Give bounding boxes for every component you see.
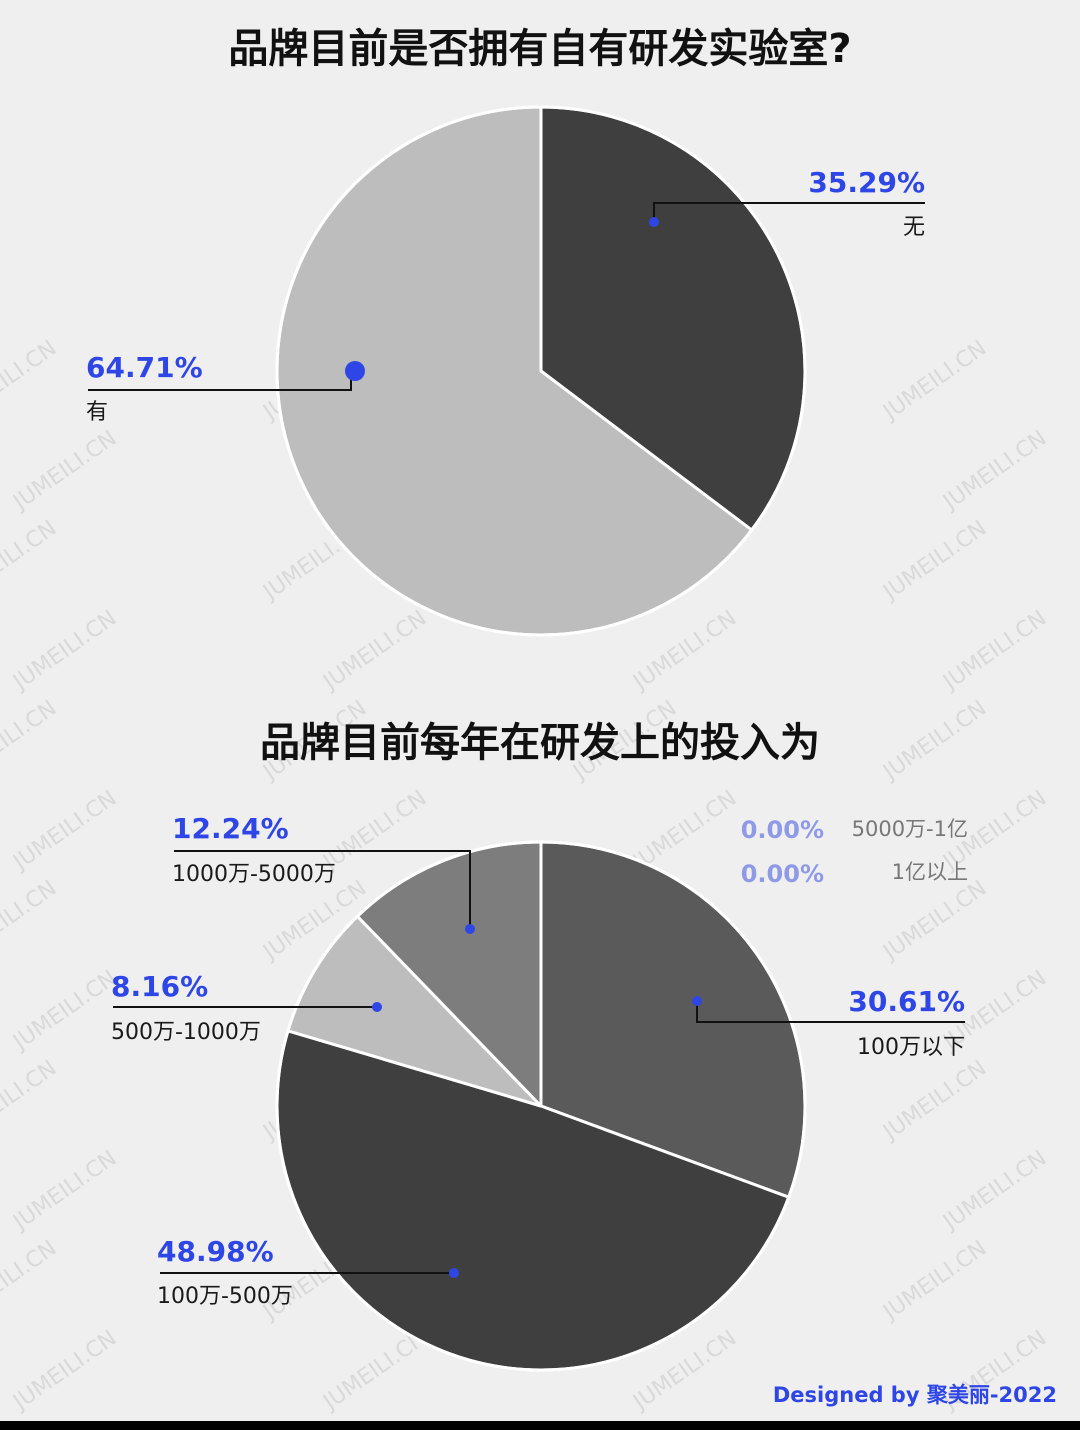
pct-label-under-1m: 30.61% [848, 985, 965, 1018]
callout-dot-5m-10m [372, 1002, 382, 1012]
watermark-text: JUMEILI.CN [627, 606, 741, 696]
watermark-text: JUMEILI.CN [0, 1056, 61, 1146]
watermark-text: JUMEILI.CN [877, 336, 991, 426]
cat-label-under-1m: 100万以下 [857, 1035, 965, 1060]
designer-credit: Designed by 聚美丽-2022 [773, 1383, 1057, 1407]
watermark-text: JUMEILI.CN [877, 696, 991, 786]
cat-label-50m-100m: 5000万-1亿 [852, 817, 968, 841]
callout-dot-you [345, 361, 365, 381]
cat-label-10m-50m: 1000万-5000万 [172, 862, 336, 887]
watermark-text: JUMEILI.CN [937, 426, 1051, 516]
watermark-text: JUMEILI.CN [0, 696, 61, 786]
pie-outline [275, 105, 807, 637]
pct-label-over-100m: 0.00% [741, 860, 824, 888]
cat-label-you: 有 [86, 400, 108, 425]
watermark-text: JUMEILI.CN [0, 516, 61, 606]
watermark-text: JUMEILI.CN [877, 1236, 991, 1326]
chart1-title: 品牌目前是否拥有自有研发实验室? [228, 26, 851, 72]
chart1-pie [275, 105, 807, 637]
watermark-text: JUMEILI.CN [877, 516, 991, 606]
watermark-text: JUMEILI.CN [0, 1236, 61, 1326]
pct-label-wu: 35.29% [808, 166, 925, 199]
callout-dot-1m-5m [449, 1268, 459, 1278]
callout-line-under-1m [696, 1001, 965, 1023]
watermark-text: JUMEILI.CN [7, 786, 121, 876]
pct-label-5m-10m: 8.16% [111, 970, 208, 1003]
watermark-text: JUMEILI.CN [877, 876, 991, 966]
chart2-title: 品牌目前每年在研发上的投入为 [260, 720, 820, 766]
pct-label-you: 64.71% [86, 351, 203, 384]
cat-label-over-100m: 1亿以上 [892, 860, 968, 884]
cat-label-wu: 无 [903, 215, 925, 240]
watermark-text: JUMEILI.CN [7, 606, 121, 696]
watermark-text: JUMEILI.CN [7, 1146, 121, 1236]
cat-label-5m-10m: 500万-1000万 [111, 1020, 261, 1045]
callout-line-wu [653, 202, 925, 222]
watermark-text: JUMEILI.CN [0, 336, 61, 426]
pct-label-50m-100m: 0.00% [741, 816, 824, 844]
pct-label-10m-50m: 12.24% [172, 812, 289, 845]
pct-label-1m-5m: 48.98% [157, 1235, 274, 1268]
chart2-pie [275, 840, 807, 1372]
callout-dot-10m-50m [465, 924, 475, 934]
cat-label-1m-5m: 100万-500万 [157, 1284, 293, 1309]
watermark-text: JUMEILI.CN [317, 1326, 431, 1416]
watermark-text: JUMEILI.CN [937, 1146, 1051, 1236]
watermark-text: JUMEILI.CN [7, 1326, 121, 1416]
chart1-callouts: 35.29% 无 64.71% 有 [86, 166, 925, 425]
watermark-text: JUMEILI.CN [0, 876, 61, 966]
chart2-callouts: 30.61% 100万以下 48.98% 100万-500万 8.16% 500… [111, 812, 968, 1309]
watermark-text: JUMEILI.CN [317, 606, 431, 696]
watermark-text: JUMEILI.CN [937, 606, 1051, 696]
callout-dot-wu [649, 217, 659, 227]
bottom-bar [0, 1421, 1080, 1430]
watermark-text: JUMEILI.CN [877, 1056, 991, 1146]
pie-outline [275, 840, 807, 1372]
callout-line-10m-50m [174, 850, 471, 929]
watermark-text: JUMEILI.CN [7, 426, 121, 516]
watermark-text: JUMEILI.CN [7, 966, 121, 1056]
callout-dot-under-1m [692, 996, 702, 1006]
